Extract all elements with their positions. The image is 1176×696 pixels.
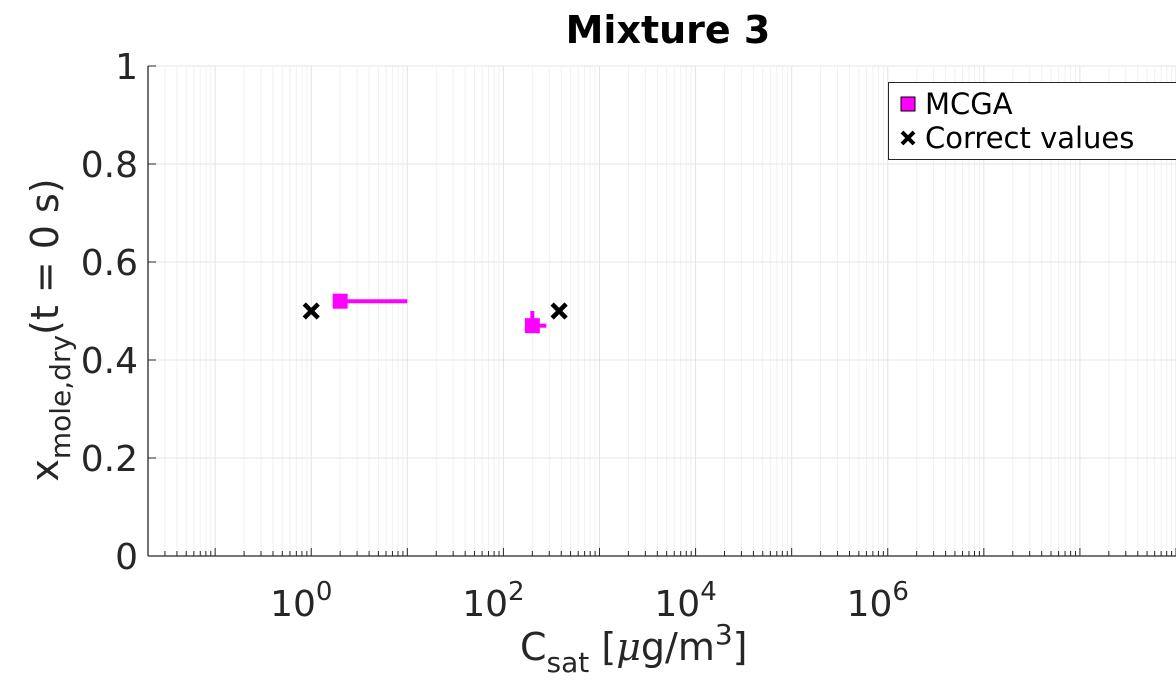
legend-item-mcga: MCGA xyxy=(897,87,1013,121)
data-point-mcga xyxy=(332,293,348,309)
data-point-correct-value xyxy=(550,302,568,320)
data-marks xyxy=(302,293,568,334)
legend-item-correct-values: Correct values xyxy=(897,121,1134,155)
y-tick-label: 0.8 xyxy=(81,145,138,186)
grid-lines xyxy=(147,65,1176,557)
y-axis-label: xmole,dry(t = 0 s) xyxy=(23,178,77,482)
y-tick-label: 0.4 xyxy=(81,341,138,382)
y-tick-label: 0 xyxy=(115,537,138,578)
y-tick-label: 1 xyxy=(115,47,138,88)
x-tick-label: 106 xyxy=(847,577,909,625)
legend-label-mcga: MCGA xyxy=(925,87,1013,121)
chart-title: Mixture 3 xyxy=(565,8,771,52)
x-tick-label: 102 xyxy=(462,577,524,625)
y-tick-label: 0.6 xyxy=(81,243,138,284)
legend-label-correct-values: Correct values xyxy=(925,121,1135,155)
y-tick-label: 0.2 xyxy=(81,439,138,480)
square-marker-icon xyxy=(897,96,919,112)
axes xyxy=(147,65,1176,557)
x-axis-label: Csat [μg/m3] xyxy=(520,618,748,679)
x-tick-label: 100 xyxy=(270,577,332,625)
data-point-correct-value xyxy=(302,302,320,320)
data-point-mcga xyxy=(524,318,540,334)
legend: MCGA Correct values xyxy=(888,82,1176,160)
cross-marker-icon xyxy=(897,129,919,147)
